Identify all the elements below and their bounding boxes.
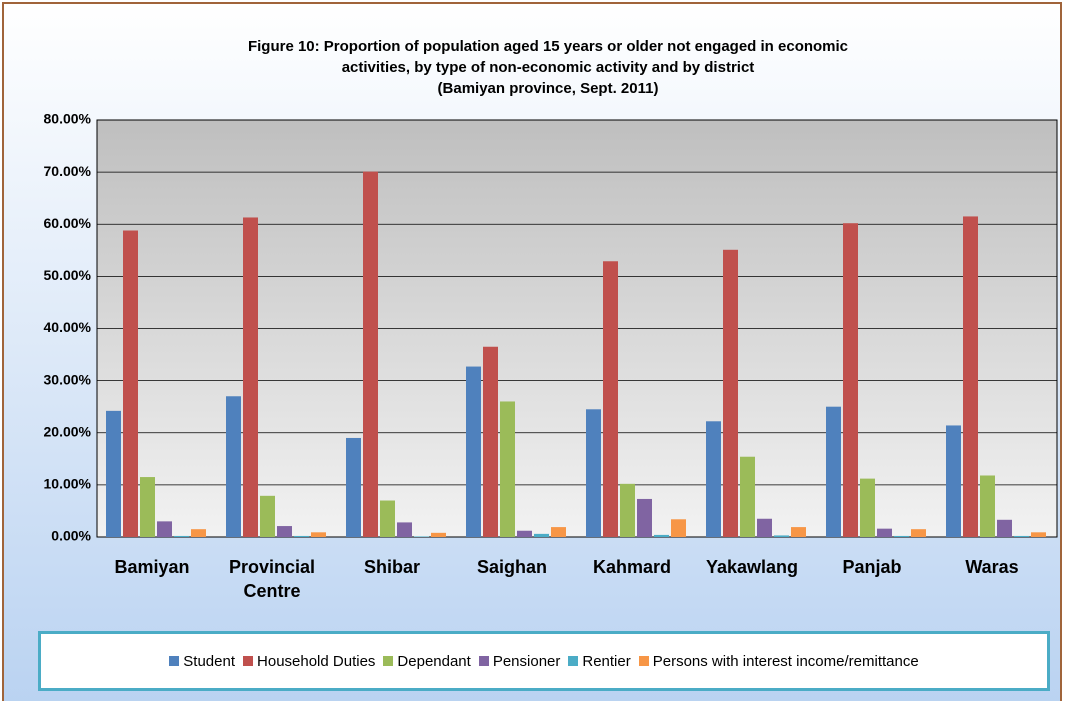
bar (414, 536, 429, 537)
bar (466, 366, 481, 537)
bar (980, 475, 995, 537)
bar (500, 401, 515, 537)
legend-label: Household Duties (257, 652, 376, 670)
bar (346, 437, 361, 537)
legend: Student Household Duties Dependant Pensione… (38, 631, 1050, 691)
bar (243, 217, 258, 537)
bar (671, 519, 686, 537)
bar (174, 535, 189, 537)
chart-title: Figure 10: Proportion of population aged… (248, 38, 848, 55)
bar (877, 528, 892, 537)
bar (654, 534, 669, 537)
bar (963, 216, 978, 537)
y-tick-label: 70.00% (44, 163, 92, 179)
x-tick-label: Yakawlang (705, 557, 799, 577)
legend-swatch (169, 656, 180, 666)
bar (946, 425, 961, 537)
bar (620, 483, 635, 537)
x-tick-label: Bamiyan (114, 557, 190, 577)
bar (363, 171, 378, 537)
x-tick-label: Waras (965, 557, 1019, 577)
bar (997, 519, 1012, 537)
y-tick-label: 40.00% (44, 319, 92, 335)
legend-swatch (478, 656, 489, 666)
legend-swatch (638, 656, 649, 666)
bar (740, 456, 755, 537)
legend-swatch (243, 656, 254, 666)
bar (517, 530, 532, 537)
legend-item: Dependant (383, 652, 471, 670)
bar (860, 478, 875, 537)
bar (483, 346, 498, 537)
bar (1014, 535, 1029, 537)
chart-title: (Bamiyan province, Sept. 2011) (438, 80, 659, 97)
y-tick-label: 0.00% (51, 528, 91, 544)
bar (894, 535, 909, 537)
legend-label: Rentier (582, 652, 631, 670)
x-tick-label: Kahmard (592, 557, 672, 577)
bar (791, 527, 806, 537)
legend-label: Pensioner (492, 652, 561, 670)
bar (603, 261, 618, 537)
bar (843, 223, 858, 537)
chart-title: activities, by type of non-economic acti… (342, 59, 755, 76)
y-tick-label: 50.00% (44, 267, 92, 283)
x-tick-label: Shibar (363, 557, 420, 577)
bar (534, 533, 549, 537)
bar (551, 527, 566, 537)
y-tick-label: 10.00% (44, 476, 92, 492)
legend-swatch (568, 656, 579, 666)
legend-label: Student (183, 652, 236, 670)
x-tick-label: Panjab (842, 557, 902, 577)
legend-item: Rentier (568, 652, 631, 670)
x-tick-label: Saighan (476, 557, 547, 577)
bar (140, 477, 155, 537)
legend-item: Pensioner (478, 652, 561, 670)
bar (911, 529, 926, 537)
legend-item: Persons with interest income/remittance (638, 652, 919, 670)
bar (397, 522, 412, 537)
bar (774, 535, 789, 537)
y-tick-label: 30.00% (44, 371, 92, 387)
legend-label: Dependant (397, 652, 471, 670)
bar (723, 249, 738, 537)
legend-swatch (383, 656, 394, 666)
legend-label: Persons with interest income/remittance (652, 652, 919, 670)
bar (757, 518, 772, 537)
y-tick-label: 60.00% (44, 215, 92, 231)
legend-item: Household Duties (243, 653, 375, 670)
legend-item: Student (169, 653, 235, 670)
bar (277, 526, 292, 537)
bar (106, 410, 121, 537)
bar (311, 532, 326, 537)
bar (1031, 532, 1046, 537)
x-tick-label: Provincial Centre (228, 557, 316, 601)
bar (586, 409, 601, 537)
bar (637, 498, 652, 537)
bar (294, 535, 309, 537)
bar (380, 500, 395, 537)
bar (191, 529, 206, 537)
bar (431, 532, 446, 537)
bar (226, 396, 241, 537)
y-tick-label: 20.00% (44, 423, 92, 439)
bar (826, 406, 841, 537)
bar (123, 230, 138, 537)
bar (260, 495, 275, 537)
bar (157, 521, 172, 537)
y-tick-label: 80.00% (44, 111, 92, 127)
bar (706, 421, 721, 537)
